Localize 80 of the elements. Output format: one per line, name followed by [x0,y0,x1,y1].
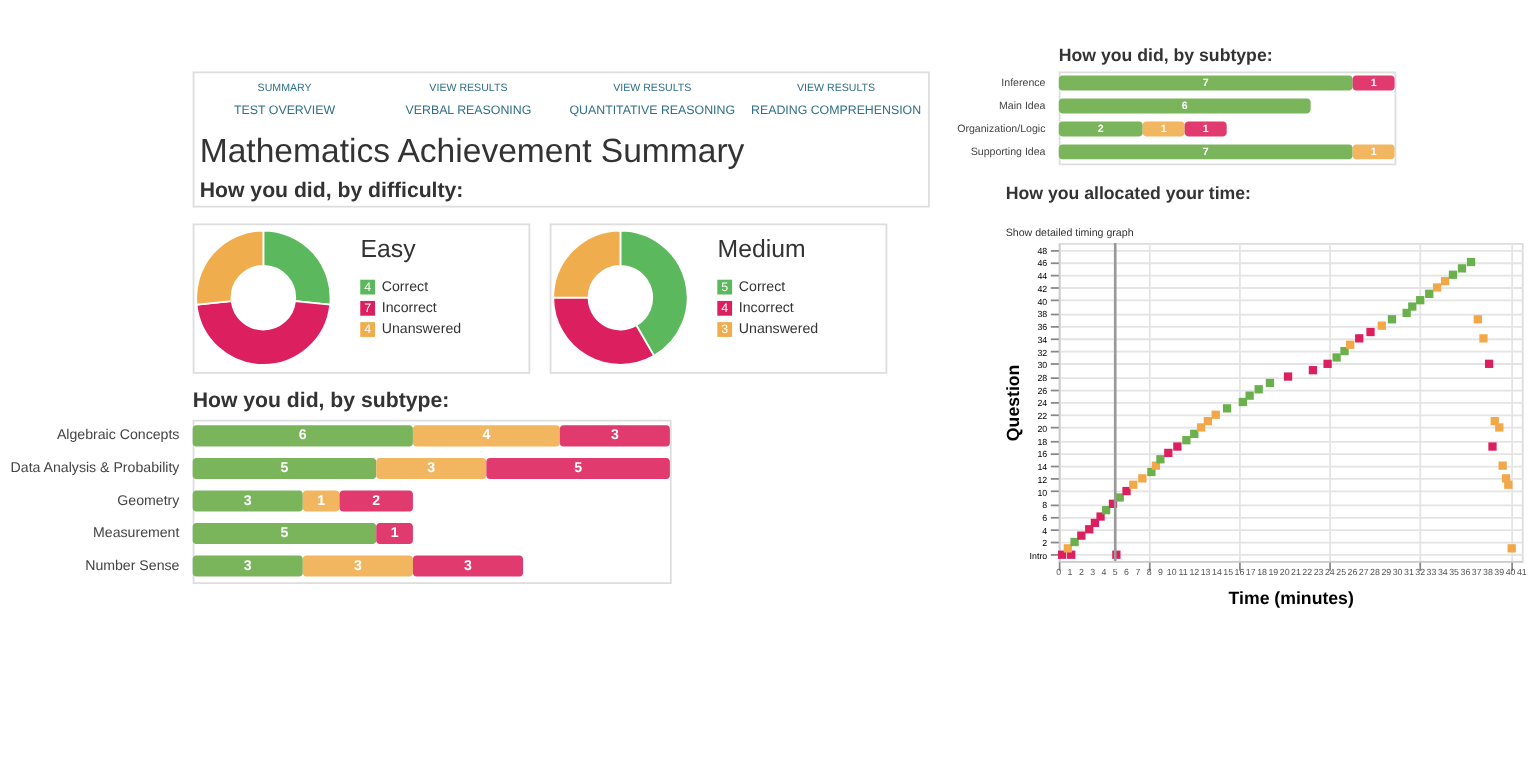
bar [339,490,413,512]
point [1440,276,1450,286]
point [1222,404,1232,413]
point [1346,340,1355,349]
point [1495,423,1504,432]
bar [376,457,487,480]
point [1063,544,1072,553]
bar [192,522,377,545]
chart-title: How you did, by subtype: [192,389,450,414]
point [1182,436,1191,445]
point [1479,334,1488,343]
bar [1058,98,1311,114]
bar [1058,121,1143,137]
bar [192,425,413,447]
point [1355,334,1364,343]
point [1504,480,1513,489]
text: How you did, by difficulty: [199,178,464,203]
point [1323,359,1332,368]
point [1366,327,1375,337]
point [1283,372,1293,381]
point [1070,537,1079,547]
y-axis-title: Question [1002,364,1023,442]
bar [192,490,303,512]
point [1507,544,1516,553]
point [1433,283,1442,292]
point [1484,359,1494,368]
bar [1058,144,1353,160]
chart-title: How you allocated your time: [1005,182,1252,203]
point [1077,531,1086,540]
point [1238,397,1248,407]
point [1122,486,1131,496]
point [1096,512,1105,521]
bar [1058,75,1353,91]
point [1102,506,1111,515]
point [1164,448,1173,458]
point [1387,315,1397,324]
point [1245,391,1254,400]
bar [412,555,524,577]
text: Mathematics Achievement Summary [199,131,746,170]
point [1408,302,1417,311]
point [1265,378,1275,388]
point [1498,461,1507,470]
bar [486,457,670,480]
point [1254,385,1263,394]
bar [376,522,413,545]
bar [1142,121,1185,137]
point [1377,321,1386,330]
point [1488,442,1497,451]
chart-title: How you did, by subtype: [1058,44,1273,65]
point [1203,416,1212,426]
bar [412,425,560,447]
point [1173,442,1182,451]
point [1308,366,1318,375]
point [1151,461,1161,470]
point [1332,353,1341,362]
point [1129,480,1138,489]
bar [192,555,303,577]
chart-title: Easy [360,235,418,264]
point [1211,410,1220,419]
point [1138,474,1147,483]
point [1473,315,1482,324]
point [1196,423,1206,432]
point [1340,346,1349,356]
point [1147,467,1156,477]
bar [192,457,377,480]
point [1457,264,1467,273]
point [1156,455,1165,464]
point [1190,429,1199,438]
point [1416,296,1425,305]
chart-title: Medium [717,235,806,264]
point [1425,289,1434,298]
bar [1184,121,1227,137]
bar [302,555,413,577]
bar [559,425,670,447]
bar [302,490,340,512]
point [1448,270,1458,279]
x-axis-title: Time (minutes) [1228,587,1354,608]
point [1466,257,1476,267]
bar [1352,144,1395,160]
bar [1352,75,1395,91]
